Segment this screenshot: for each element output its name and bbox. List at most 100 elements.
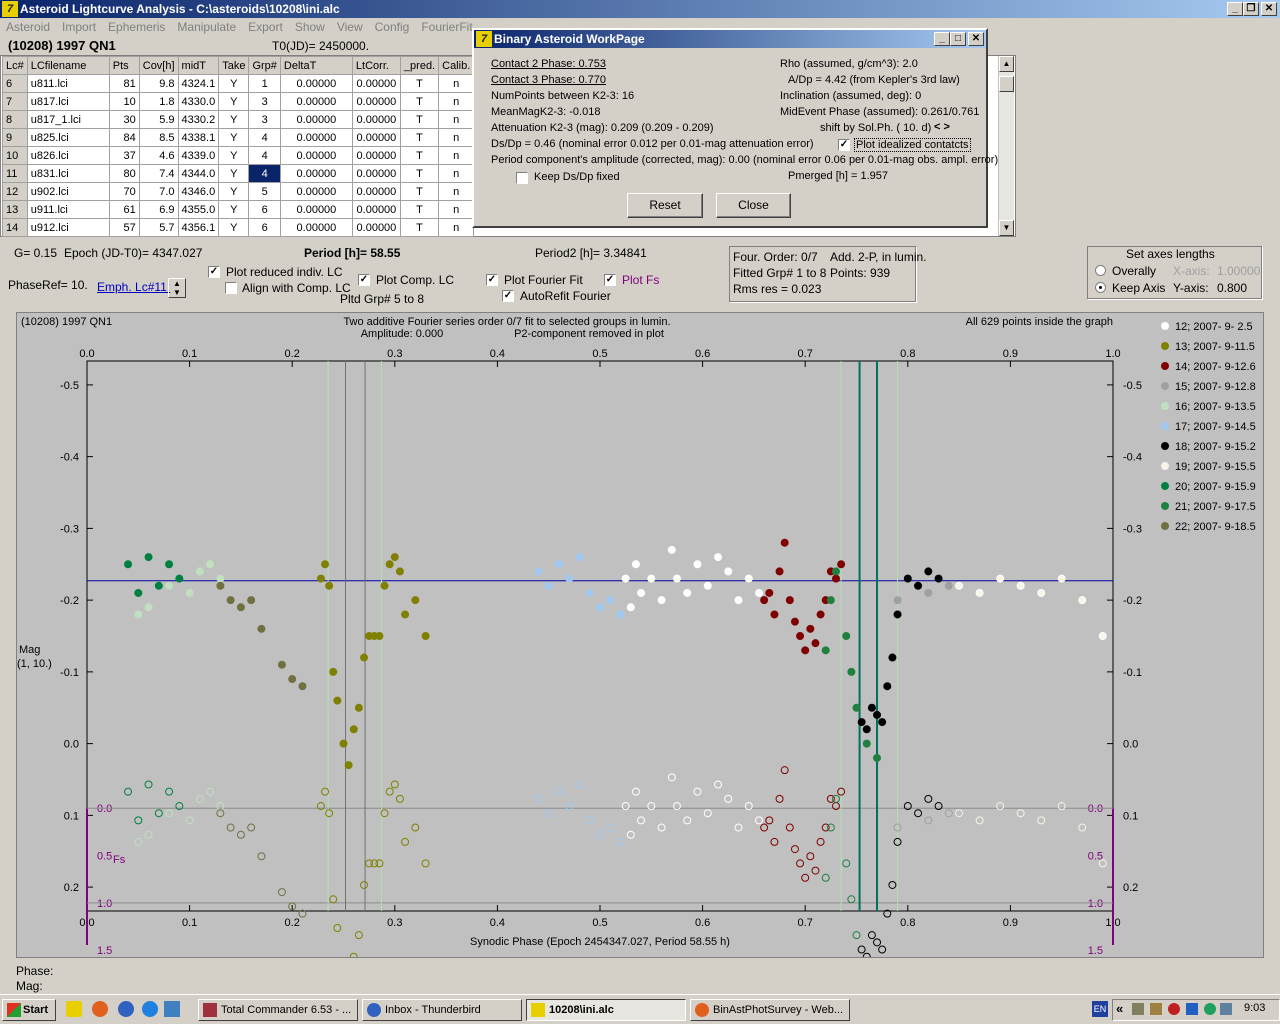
table-cell[interactable]: u811.lci [26,74,110,93]
table-cell[interactable]: 0.00000 [351,128,401,147]
table-cell[interactable]: 6 [248,200,281,219]
tray-expand-icon[interactable]: « [1116,1001,1124,1016]
table-cell[interactable]: 0.00000 [279,74,353,93]
yaxis-value[interactable]: 0.800 [1217,281,1248,295]
table-cell[interactable]: 30 [108,110,140,129]
autorefit-checkbox[interactable]: ✓ [502,290,514,302]
menu-config[interactable]: Config [374,20,410,34]
table-cell[interactable]: 6 [248,218,281,237]
table-cell[interactable]: T [399,146,440,165]
table-cell[interactable]: n [438,92,475,111]
table-cell[interactable]: 10 [108,92,140,111]
table-cell[interactable]: n [438,146,475,165]
table-cell[interactable]: 9.8 [138,74,179,93]
table-cell[interactable]: T [399,182,440,201]
table-cell[interactable]: 12 [2,182,28,201]
column-header[interactable]: LtCorr. [351,56,401,75]
table-cell[interactable]: T [399,92,440,111]
table-cell[interactable]: u825.lci [26,128,110,147]
table-cell[interactable]: 1.8 [138,92,179,111]
table-cell[interactable]: 0.00000 [351,92,401,111]
menu-view[interactable]: View [336,20,363,34]
table-cell[interactable]: n [438,200,475,219]
table-cell[interactable]: 84 [108,128,140,147]
column-header[interactable]: Lc# [2,56,28,75]
column-header[interactable]: _pred. [399,56,440,75]
plot-comp-checkbox[interactable]: ✓ [358,274,370,286]
tray-icon-1[interactable] [1132,1003,1144,1015]
emph-spinner[interactable]: ▲ ▼ [168,278,186,298]
table-cell[interactable]: 3 [248,92,281,111]
table-cell[interactable]: u911.lci [26,200,110,219]
minimize-button[interactable]: _ [1227,2,1243,16]
tray-icon-4[interactable] [1186,1003,1198,1015]
table-cell[interactable]: 14 [2,218,28,237]
table-cell[interactable]: 5 [248,182,281,201]
table-cell[interactable]: Y [218,218,250,237]
contact3-phase[interactable]: Contact 3 Phase: 0.770 [491,74,606,86]
table-cell[interactable]: 5.7 [138,218,179,237]
dialog-minimize-button[interactable]: _ [934,32,950,46]
tray-icon-5[interactable] [1204,1003,1216,1015]
table-cell[interactable]: T [399,74,440,93]
plot-fs-checkbox[interactable]: ✓ [604,274,616,286]
table-cell[interactable]: 61 [108,200,140,219]
lightcurve-graph[interactable]: (10208) 1997 QN1 Two additive Fourier ser… [16,312,1264,997]
table-cell[interactable]: 13 [2,200,28,219]
table-cell[interactable]: T [399,128,440,147]
tray-icon-3[interactable] [1168,1003,1180,1015]
menu-import[interactable]: Import [62,20,97,34]
table-cell[interactable]: 4 [248,146,281,165]
table-cell[interactable]: 81 [108,74,140,93]
table-cell[interactable]: 6.9 [138,200,179,219]
quicklaunch-app-icon[interactable] [66,1001,82,1017]
dialog-maximize-button[interactable]: □ [950,32,966,46]
table-cell[interactable]: 4344.0 [177,164,220,183]
table-cell[interactable]: 4.6 [138,146,179,165]
shift-arrows[interactable]: < > [934,121,950,133]
table-cell[interactable]: 7.4 [138,164,179,183]
column-header[interactable]: DeltaT [279,56,353,75]
table-cell[interactable]: Y [218,164,250,183]
table-cell[interactable]: 0.00000 [279,110,353,129]
plot-fourier-checkbox[interactable]: ✓ [486,274,498,286]
keep-dsdp-checkbox[interactable] [516,172,528,184]
table-cell[interactable]: n [438,74,475,93]
reset-button[interactable]: Reset [627,193,703,218]
contact2-phase[interactable]: Contact 2 Phase: 0.753 [491,58,606,70]
table-cell[interactable]: 4338.1 [177,128,220,147]
menu-asteroid[interactable]: Asteroid [6,20,51,34]
menu-fourierfit[interactable]: FourierFit [421,20,473,34]
desktop-icon[interactable] [164,1001,180,1017]
table-cell[interactable]: T [399,164,440,183]
emph-lc-link[interactable]: Emph. Lc#11: [97,280,171,294]
lightcurve-plot[interactable]: (10208) 1997 QN1 Two additive Fourier ser… [17,313,1263,997]
table-cell[interactable]: 4330.0 [177,92,220,111]
table-cell[interactable]: 5.9 [138,110,179,129]
table-cell[interactable]: 3 [248,110,281,129]
column-header[interactable]: LCfilename [26,56,110,75]
internet-explorer-icon[interactable] [142,1001,158,1017]
task-total-commander[interactable]: Total Commander 6.53 - ... [198,999,358,1021]
overally-radio[interactable] [1095,265,1106,276]
plot-idealized-checkbox[interactable]: ✓ [838,139,850,151]
table-cell[interactable]: u831.lci [26,164,110,183]
table-cell[interactable]: 4330.2 [177,110,220,129]
thunderbird-icon[interactable] [118,1001,134,1017]
table-cell[interactable]: 57 [108,218,140,237]
close-window-button[interactable]: ✕ [1261,2,1277,16]
align-checkbox[interactable] [225,282,237,294]
table-cell[interactable]: 0.00000 [351,164,401,183]
column-header[interactable]: Calib. [438,56,475,75]
xaxis-value[interactable]: 1.00000 [1217,264,1261,278]
table-cell[interactable]: 0.00000 [351,146,401,165]
table-cell[interactable]: 0.00000 [279,128,353,147]
table-cell[interactable]: 4339.0 [177,146,220,165]
table-cell[interactable]: n [438,182,475,201]
